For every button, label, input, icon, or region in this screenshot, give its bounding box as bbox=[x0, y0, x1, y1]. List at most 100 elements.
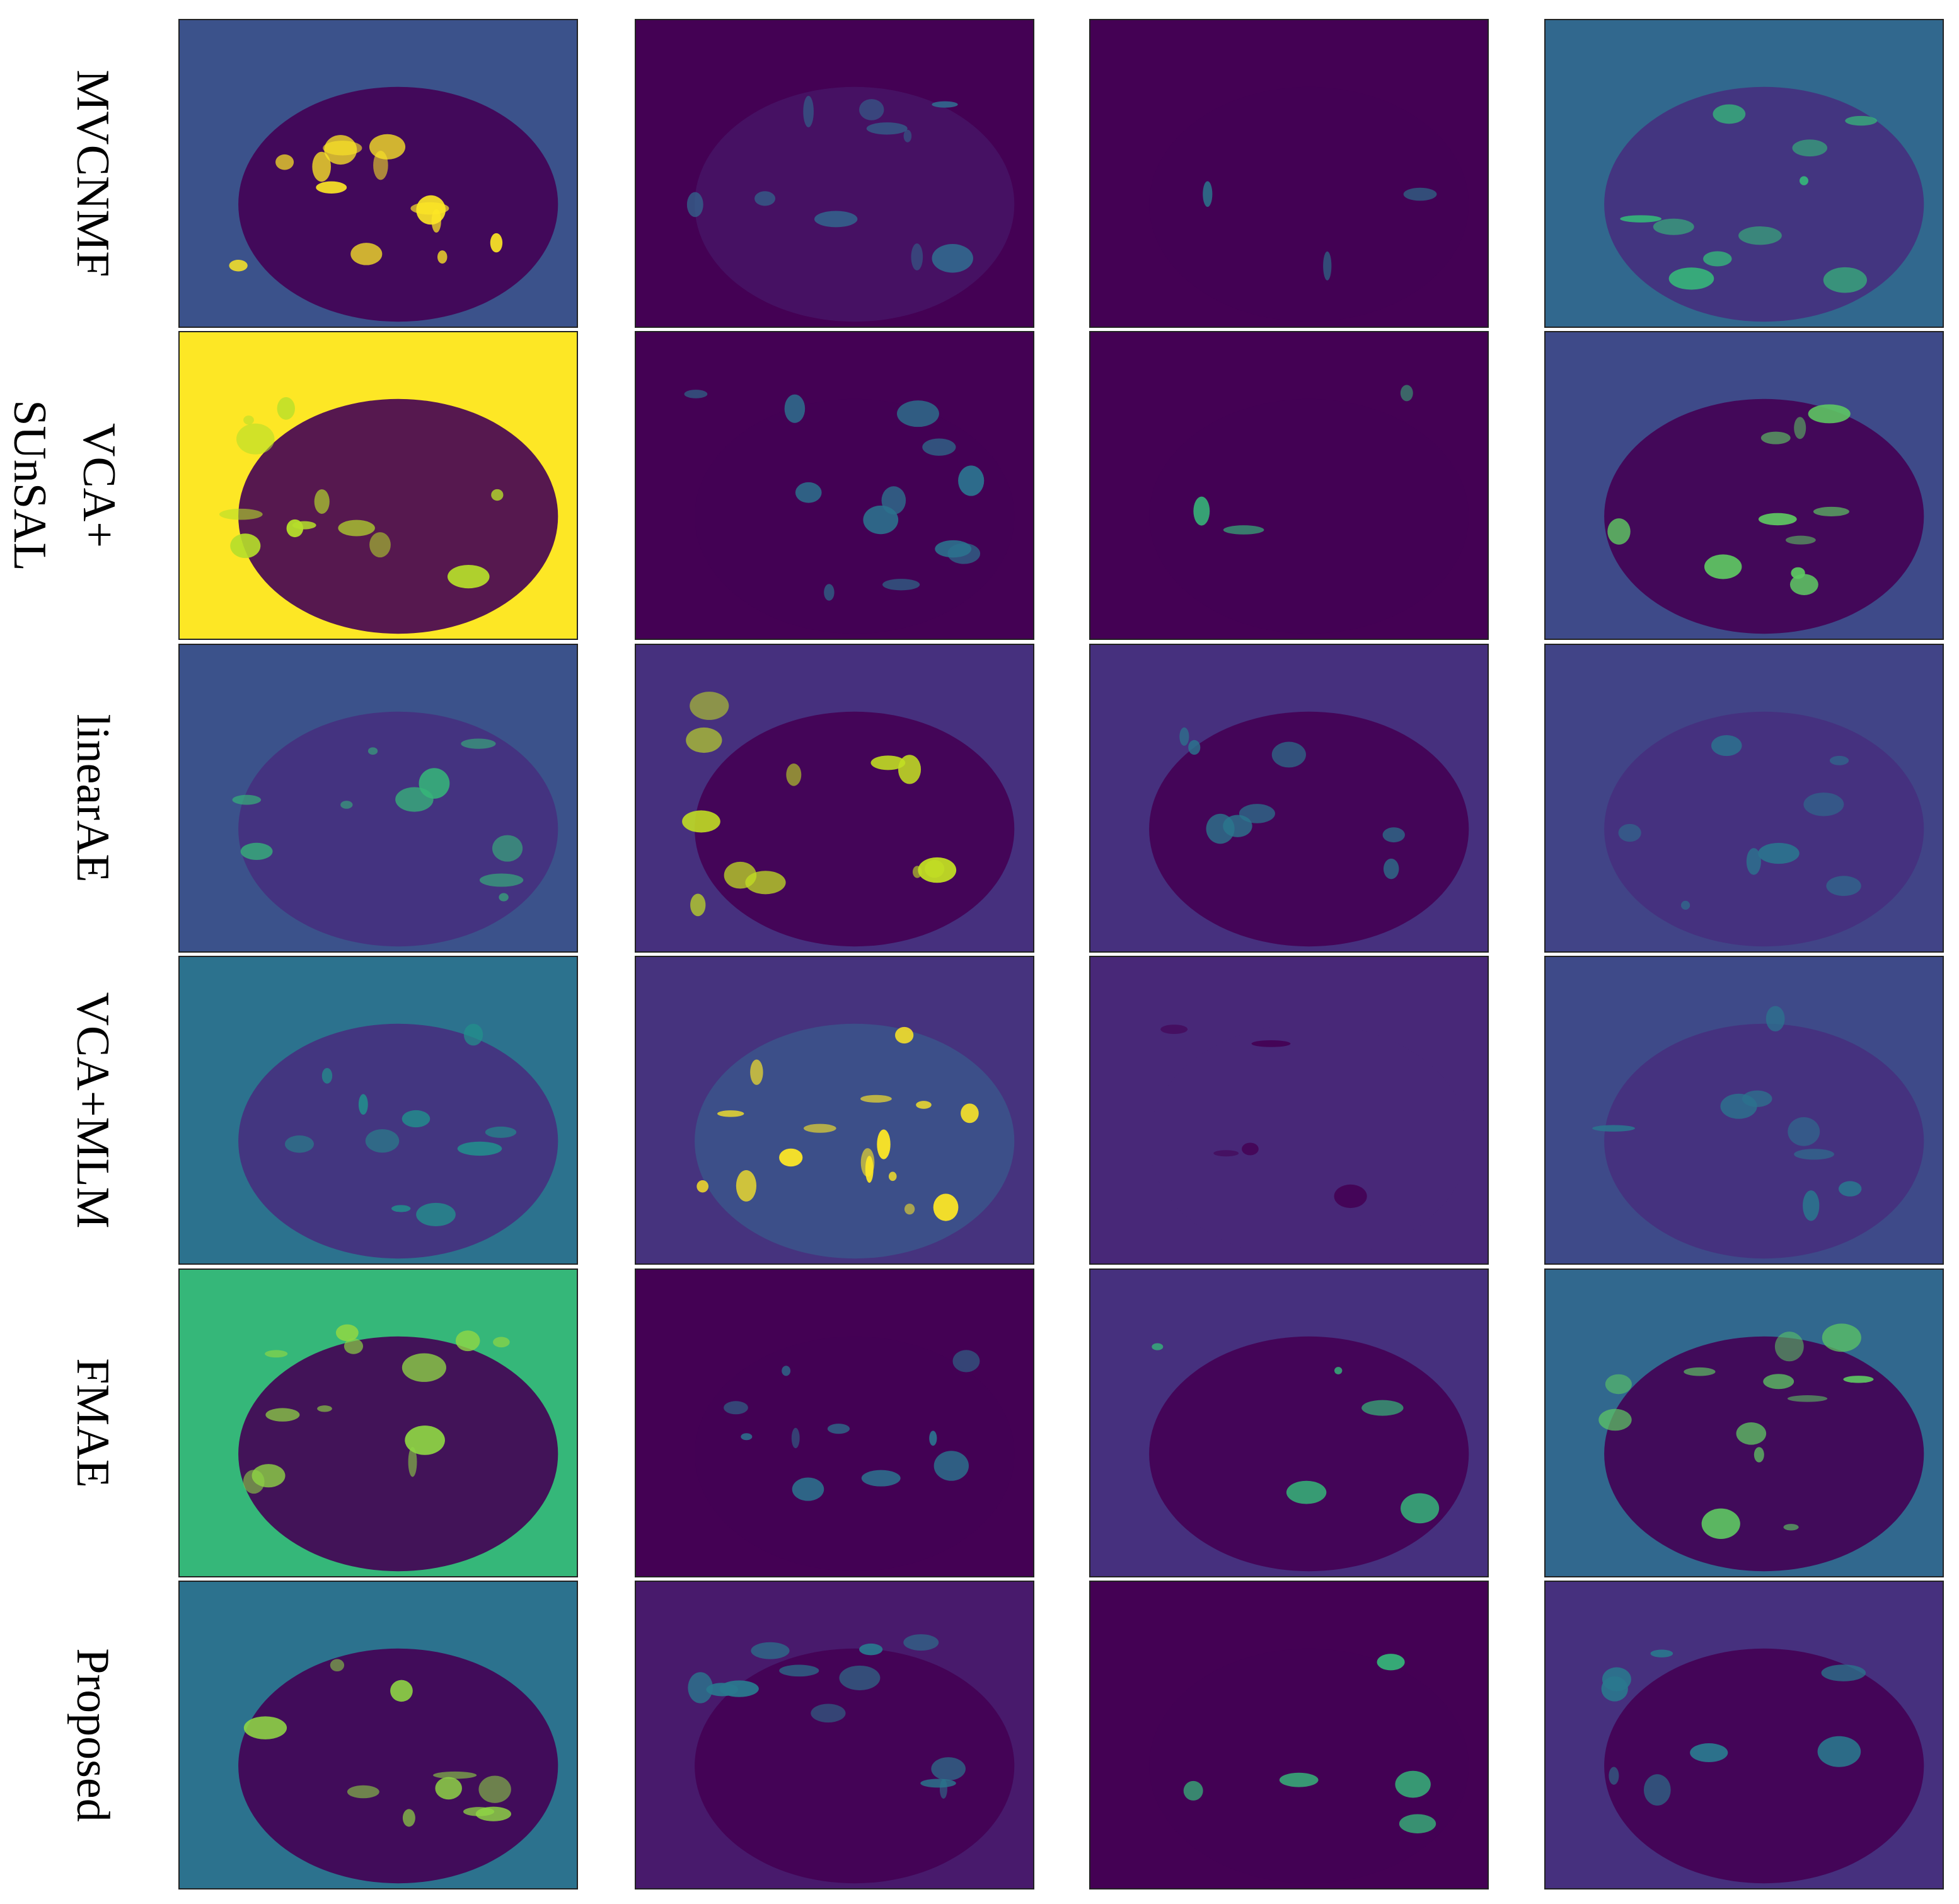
abundance-map bbox=[178, 19, 578, 328]
map-spot bbox=[931, 1757, 966, 1781]
map-spot bbox=[350, 243, 383, 265]
map-border bbox=[178, 331, 578, 640]
map-spot bbox=[1251, 1040, 1291, 1047]
map-spot bbox=[1789, 574, 1818, 595]
map-border bbox=[1089, 331, 1489, 640]
map-spot bbox=[391, 1205, 411, 1212]
map-spot bbox=[1713, 104, 1746, 124]
abundance-map bbox=[1544, 644, 1944, 953]
map-region bbox=[1604, 1648, 1924, 1884]
map-region bbox=[238, 398, 558, 634]
map-spot bbox=[485, 1126, 517, 1138]
map-spot bbox=[1399, 1814, 1436, 1833]
map-spot bbox=[1188, 740, 1201, 755]
map-spot bbox=[1650, 1649, 1673, 1657]
map-spot bbox=[719, 1680, 759, 1697]
map-spot bbox=[724, 1401, 748, 1415]
map-spot bbox=[750, 1059, 763, 1085]
map-region bbox=[1149, 1023, 1469, 1259]
map-spot bbox=[1845, 115, 1878, 126]
map-spot bbox=[499, 893, 509, 902]
abundance-map bbox=[1089, 19, 1489, 328]
map-spot bbox=[1711, 735, 1742, 757]
map-spot bbox=[717, 1110, 744, 1117]
map-region bbox=[695, 1336, 1015, 1572]
map-spot bbox=[1271, 741, 1306, 768]
map-region bbox=[1149, 398, 1469, 634]
abundance-map bbox=[178, 956, 578, 1265]
map-region bbox=[695, 1648, 1015, 1884]
map-spot bbox=[461, 738, 496, 749]
map-spot bbox=[791, 1427, 800, 1449]
map-region bbox=[695, 86, 1015, 322]
map-spot bbox=[321, 1067, 333, 1084]
abundance-map bbox=[635, 956, 1034, 1265]
map-spot bbox=[402, 1809, 415, 1827]
abundance-map bbox=[178, 1268, 578, 1577]
map-spot bbox=[1763, 1374, 1794, 1390]
map-spot bbox=[911, 243, 923, 270]
map-spot bbox=[1720, 1093, 1757, 1119]
map-spot bbox=[314, 489, 330, 514]
map-region bbox=[1604, 711, 1924, 947]
map-spot bbox=[888, 1171, 897, 1181]
map-spot bbox=[939, 1779, 947, 1799]
map-spot bbox=[1183, 1780, 1203, 1801]
map-border bbox=[178, 1581, 578, 1889]
map-spot bbox=[284, 1135, 315, 1153]
map-spot bbox=[1754, 1447, 1764, 1463]
map-spot bbox=[491, 489, 504, 501]
map-spot bbox=[1323, 251, 1332, 281]
map-spot bbox=[1758, 513, 1797, 526]
map-border bbox=[1544, 1581, 1944, 1889]
map-spot bbox=[455, 1330, 480, 1352]
map-spot bbox=[369, 134, 406, 160]
map-spot bbox=[1817, 1736, 1861, 1767]
map-region bbox=[238, 1336, 558, 1572]
map-spot bbox=[493, 1337, 510, 1348]
map-spot bbox=[365, 1129, 400, 1153]
map-spot bbox=[358, 1094, 368, 1115]
map-region bbox=[695, 398, 1015, 634]
abundance-map bbox=[1089, 956, 1489, 1265]
map-spot bbox=[1690, 1743, 1728, 1762]
map-spot bbox=[1193, 496, 1210, 526]
map-spot bbox=[736, 1170, 757, 1202]
map-spot bbox=[814, 211, 858, 228]
map-spot bbox=[463, 1023, 483, 1046]
map-spot bbox=[265, 1408, 300, 1422]
map-spot bbox=[792, 1477, 824, 1501]
map-spot bbox=[690, 893, 706, 917]
row-label: VCA+MLM bbox=[67, 992, 118, 1229]
map-border bbox=[1544, 1268, 1944, 1577]
map-region bbox=[1149, 1648, 1469, 1884]
map-spot bbox=[903, 1634, 939, 1651]
abundance-map bbox=[1544, 1268, 1944, 1577]
map-spot bbox=[1758, 842, 1800, 864]
map-spot bbox=[870, 755, 906, 770]
map-spot bbox=[1823, 267, 1868, 293]
map-spot bbox=[897, 400, 939, 427]
map-spot bbox=[347, 1785, 379, 1799]
map-spot bbox=[682, 810, 720, 833]
map-spot bbox=[779, 1664, 819, 1677]
map-spot bbox=[1643, 1774, 1671, 1806]
map-spot bbox=[390, 1680, 413, 1702]
map-region bbox=[695, 711, 1015, 947]
abundance-map bbox=[635, 1581, 1034, 1889]
map-spot bbox=[751, 1642, 790, 1659]
map-spot bbox=[1383, 858, 1399, 879]
map-spot bbox=[1808, 404, 1851, 424]
map-spot bbox=[952, 1350, 980, 1373]
map-spot bbox=[317, 1405, 332, 1412]
abundance-map bbox=[1544, 19, 1944, 328]
map-region bbox=[1149, 711, 1469, 947]
map-spot bbox=[922, 438, 956, 456]
map-spot bbox=[479, 873, 524, 887]
map-spot bbox=[920, 1779, 956, 1788]
map-spot bbox=[696, 1180, 709, 1193]
abundance-map bbox=[635, 331, 1034, 640]
map-spot bbox=[1668, 267, 1714, 290]
map-spot bbox=[866, 122, 908, 135]
